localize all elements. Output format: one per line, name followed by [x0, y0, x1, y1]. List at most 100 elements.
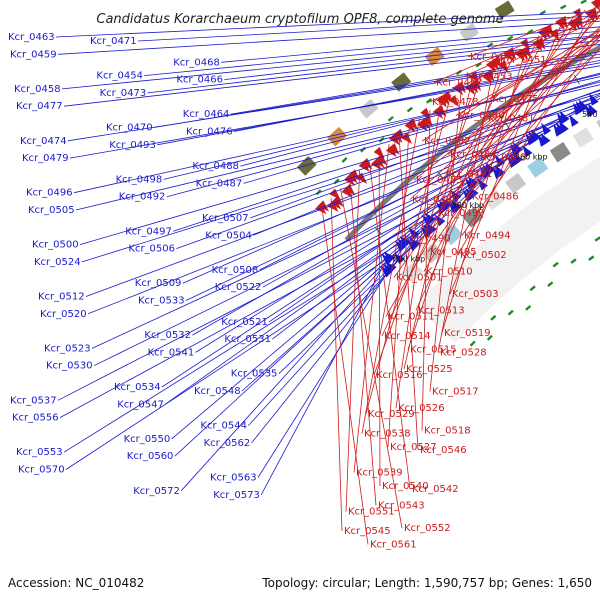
gene-label-reverse: Kcr_0502: [460, 250, 507, 261]
gene-label-reverse: Kcr_0546: [420, 445, 467, 456]
gene-label-reverse: Kcr_0542: [412, 484, 459, 495]
gene-label-forward: Kcr_0488: [192, 161, 239, 172]
leader-line-forward: [192, 140, 533, 336]
gene-label-forward: Kcr_0464: [183, 109, 230, 120]
gene-label-reverse: Kcr_0518: [424, 426, 471, 437]
leader-line-reverse: [455, 30, 600, 116]
forward-gene-arrow: [494, 155, 506, 168]
gene-label-forward: Kcr_0572: [133, 486, 180, 497]
leader-line-reverse: [435, 30, 600, 214]
leader-line-forward: [61, 34, 600, 90]
forward-gene-arrow: [425, 222, 437, 235]
gene-label-forward: Kcr_0570: [18, 465, 65, 476]
gene-label-forward: Kcr_0505: [28, 205, 75, 216]
leader-line-reverse: [381, 49, 517, 337]
leader-line-reverse: [340, 188, 403, 529]
gc-marker: [341, 156, 348, 163]
leader-line-forward: [55, 11, 600, 38]
leader-line-forward: [87, 134, 542, 315]
genome-summary-text: Topology: circular; Length: 1,590,757 bp…: [261, 576, 592, 590]
leader-line-forward: [81, 101, 594, 263]
gene-label-reverse: Kcr_0451: [500, 55, 547, 66]
gene-label-reverse: Kcr_0481: [488, 114, 535, 125]
gene-label-forward: Kcr_0537: [10, 395, 57, 406]
feature-block: [549, 141, 571, 163]
gene-label-forward: Kcr_0530: [46, 361, 93, 372]
gene-label-reverse: Kcr_0516: [376, 370, 423, 381]
gene-label-forward: Kcr_0508: [212, 265, 259, 276]
gene-label-forward: Kcr_0504: [205, 230, 252, 241]
leader-line-forward: [65, 252, 398, 470]
forward-gene-arrow: [587, 103, 598, 116]
gc-marker: [594, 236, 600, 242]
gene-label-reverse: Kcr_0475: [492, 94, 539, 105]
leader-line-forward: [249, 89, 600, 219]
gc-marker: [580, 0, 587, 5]
leader-line-reverse: [361, 118, 420, 434]
position-tick-mark: [436, 170, 444, 180]
forward-gene-arrow: [512, 152, 523, 165]
gene-label-reverse: Kcr_0551: [348, 507, 395, 518]
gene-label-forward: Kcr_0509: [135, 278, 182, 289]
gene-label-reverse: Kcr_0484: [450, 150, 497, 161]
leader-line-reverse: [413, 33, 600, 181]
gene-label-forward: Kcr_0476: [186, 127, 233, 138]
position-tick-mark: [573, 75, 580, 85]
gene-label-forward: Kcr_0496: [26, 188, 73, 199]
gc-marker: [486, 42, 494, 48]
gene-label-forward: Kcr_0507: [202, 213, 249, 224]
feature-block: [527, 157, 549, 178]
gene-label-forward: Kcr_0553: [16, 447, 63, 458]
gene-label-reverse: Kcr_0515: [410, 345, 457, 356]
gene-label-forward: Kcr_0524: [34, 257, 81, 268]
gene-label-forward: Kcr_0573: [213, 490, 260, 501]
leader-line-forward: [224, 36, 600, 80]
gene-label-forward: Kcr_0532: [144, 330, 191, 341]
gc-marker: [406, 106, 413, 113]
gene-label-forward: Kcr_0534: [114, 382, 161, 393]
gene-label-reverse: Kcr_0490: [404, 234, 451, 245]
gene-label-forward: Kcr_0479: [22, 153, 69, 164]
gene-label-reverse: Kcr_0525: [406, 364, 453, 375]
gene-label-forward: Kcr_0492: [119, 192, 166, 203]
gene-label-forward: Kcr_0531: [224, 334, 271, 345]
leader-line-reverse: [449, 22, 563, 295]
forward-gene-arrow: [451, 200, 462, 212]
feature-block: [483, 189, 505, 211]
gene-label-forward: Kcr_0498: [116, 174, 163, 185]
reverse-gene-arrow: [401, 132, 412, 145]
feature-block: [391, 72, 412, 92]
leader-line-reverse: [387, 126, 410, 448]
leader-line-reverse: [427, 9, 600, 253]
gene-label-forward: Kcr_0473: [100, 88, 147, 99]
leader-line-forward: [221, 26, 600, 63]
gene-label-reverse: Kcr_0482: [424, 136, 471, 147]
gene-label-forward: Kcr_0470: [106, 123, 153, 134]
gene-label-forward: Kcr_0520: [40, 309, 87, 320]
gene-label-forward: Kcr_0468: [173, 57, 220, 68]
leader-line-reverse: [447, 39, 600, 155]
gene-label-reverse: Kcr_0453: [466, 72, 513, 83]
gene-label-forward: Kcr_0471: [90, 36, 137, 47]
leader-line-forward: [69, 65, 600, 159]
gc-marker: [486, 334, 493, 341]
leader-line-forward: [248, 203, 451, 426]
gene-label-forward: Kcr_0458: [14, 84, 61, 95]
leader-line-forward: [91, 152, 516, 349]
gene-label-forward: Kcr_0522: [215, 282, 262, 293]
leader-line-forward: [79, 92, 600, 245]
feature-block: [296, 155, 317, 176]
feature-block: [505, 172, 527, 194]
leader-line-forward: [171, 216, 435, 440]
gene-label-reverse: Kcr_0499: [438, 208, 485, 219]
gc-marker: [525, 305, 532, 311]
gene-label-forward: Kcr_0474: [20, 136, 67, 147]
gene-label-reverse: Kcr_0545: [344, 526, 391, 537]
gene-label-reverse: Kcr_0485: [416, 175, 463, 186]
leader-line-reverse: [421, 110, 431, 431]
gene-label-forward: Kcr_0563: [210, 473, 257, 484]
reverse-gene-arrow: [481, 71, 492, 84]
leader-line-forward: [195, 158, 508, 353]
gene-label-reverse: Kcr_0494: [464, 231, 511, 242]
